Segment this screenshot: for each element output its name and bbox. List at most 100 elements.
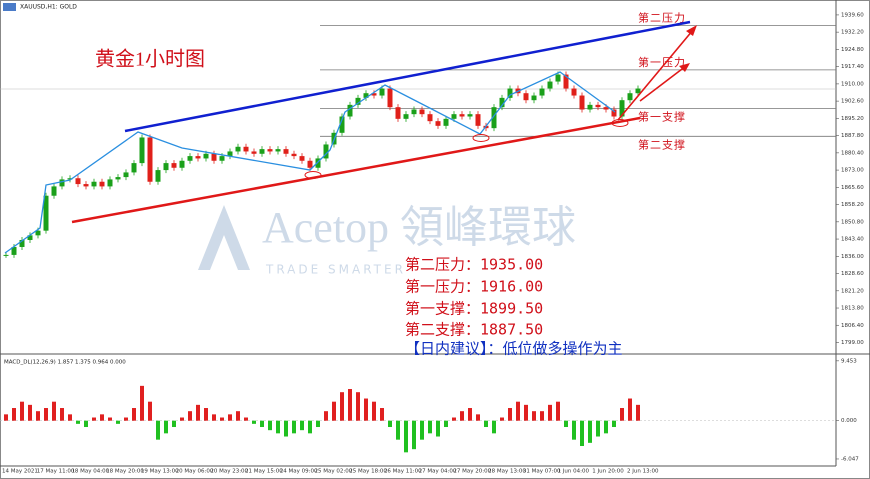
x-tick-label: 17 May 11:00 xyxy=(37,469,75,475)
candle xyxy=(475,114,481,126)
macd-bar xyxy=(372,401,376,421)
note-line: 第一支撑：1899.50 xyxy=(405,300,543,318)
projection-arrow xyxy=(639,65,687,102)
macd-bar xyxy=(556,401,560,421)
macd-bar xyxy=(60,408,64,421)
y-tick-label: 1836.00 xyxy=(841,254,864,260)
macd-bar xyxy=(308,420,312,434)
macd-bar xyxy=(252,420,256,424)
wave-lines xyxy=(4,71,616,254)
watermark: Acetop 領峰環球 TRADE SMARTER xyxy=(198,203,576,277)
macd-bar xyxy=(588,420,592,443)
level-label: 第二支撑 xyxy=(638,137,686,151)
y-tick-label: -6.047 xyxy=(841,456,859,462)
y-tick-label: 1821.20 xyxy=(841,288,864,294)
candle xyxy=(595,104,601,108)
macd-bar xyxy=(12,408,16,421)
candle xyxy=(91,181,97,187)
candle xyxy=(139,137,145,164)
x-tick-label: 24 May 09:00 xyxy=(280,469,318,475)
arrow-head xyxy=(686,25,697,36)
candle xyxy=(323,144,329,159)
macd-bar xyxy=(212,414,216,421)
candle xyxy=(251,151,257,154)
candle xyxy=(227,151,233,157)
candle xyxy=(467,114,473,117)
macd-bar xyxy=(140,385,144,421)
x-tick-label: 18 May 04:00 xyxy=(71,469,109,475)
y-tick-label: 1865.60 xyxy=(841,185,864,191)
macd-bar xyxy=(148,401,152,421)
macd-bar xyxy=(620,408,624,421)
x-tick-label: 31 May 07:00 xyxy=(523,469,561,475)
candle xyxy=(451,114,457,119)
macd-bar xyxy=(492,420,496,434)
macd-bar xyxy=(412,420,416,450)
candle xyxy=(571,88,577,96)
candle xyxy=(43,195,49,231)
macd-bar xyxy=(324,411,328,421)
projection-arrow xyxy=(617,29,694,121)
macd-bar xyxy=(300,420,304,431)
macd-bar xyxy=(92,417,96,421)
macd-bar xyxy=(332,401,336,421)
candle xyxy=(67,178,73,180)
x-tick-label: 1 Jun 20:00 xyxy=(592,469,624,475)
macd-bar xyxy=(204,408,208,421)
macd-bar xyxy=(76,420,80,424)
macd-bar xyxy=(244,417,248,421)
macd-bar xyxy=(36,411,40,421)
candle xyxy=(371,93,377,96)
y-tick-label: 1917.40 xyxy=(841,64,864,70)
macd-bar xyxy=(564,420,568,428)
macd-bar xyxy=(268,420,272,431)
candle xyxy=(307,160,313,168)
macd-bar xyxy=(220,417,224,421)
candle xyxy=(155,170,161,182)
macd-bar xyxy=(44,408,48,421)
macd-bar xyxy=(284,420,288,437)
macd-bar xyxy=(404,420,408,453)
macd-bar xyxy=(20,401,24,421)
candle xyxy=(299,156,305,161)
macd-bar xyxy=(156,420,160,440)
candle xyxy=(395,107,401,119)
candle xyxy=(603,107,609,110)
candle xyxy=(11,246,17,255)
candle xyxy=(171,163,177,168)
x-tick-label: 25 May 18:00 xyxy=(349,469,387,475)
candle xyxy=(419,109,425,115)
macd-bar xyxy=(276,420,280,434)
candle xyxy=(27,235,33,240)
x-tick-label: 26 May 11:00 xyxy=(384,469,422,475)
candle xyxy=(499,97,505,108)
macd-bar xyxy=(52,401,56,421)
macd-bar xyxy=(476,414,480,421)
lower-trendline xyxy=(71,116,641,224)
x-tick-label: 1 Jun 04:00 xyxy=(558,469,590,475)
candle xyxy=(147,137,153,182)
note-line: 第一压力：1916.00 xyxy=(405,278,543,296)
candle xyxy=(291,153,297,157)
macd-bar xyxy=(164,420,168,434)
candle xyxy=(75,178,81,185)
macd-bar xyxy=(572,420,576,440)
macd-bar xyxy=(364,398,368,421)
candle xyxy=(539,88,545,96)
macd-bar xyxy=(484,420,488,428)
macd-bar xyxy=(628,398,632,421)
macd-bar xyxy=(612,420,616,428)
candle xyxy=(555,74,561,82)
candle xyxy=(163,163,169,171)
y-tick-label: 1850.80 xyxy=(841,219,864,225)
macd-bar xyxy=(548,404,552,421)
macd-header: MACD_DL(12,26,9) 1.857 1.375 0.964 0.000 xyxy=(4,360,126,366)
candle xyxy=(267,149,273,152)
x-tick-label: 19 May 13:00 xyxy=(141,469,179,475)
x-tick-label: 18 May 20:00 xyxy=(106,469,144,475)
macd-bar xyxy=(540,411,544,421)
macd-bar xyxy=(460,411,464,421)
y-tick-label: 1843.40 xyxy=(841,237,864,243)
